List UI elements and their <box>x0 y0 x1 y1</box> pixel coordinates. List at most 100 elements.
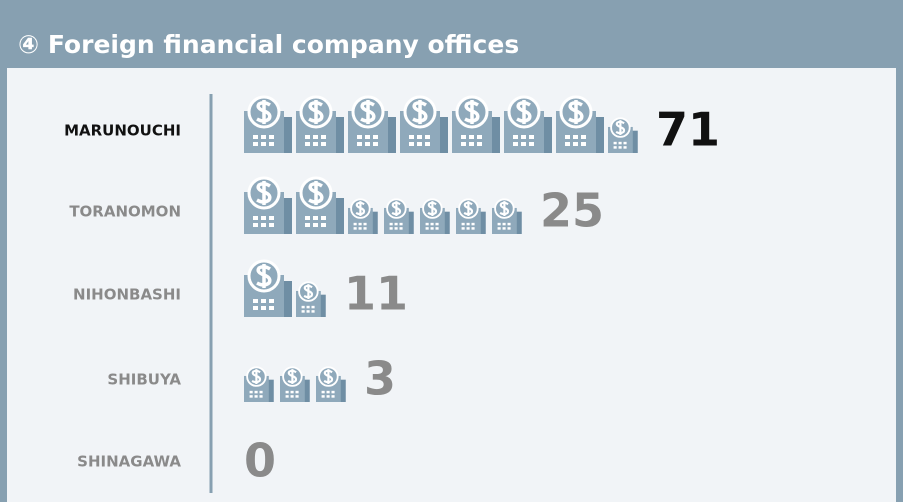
icon-side <box>282 281 292 317</box>
icon-window <box>261 216 266 220</box>
icon-window <box>502 222 506 226</box>
icon-side <box>319 294 326 317</box>
icon-window <box>417 142 422 146</box>
icon-window <box>565 142 570 146</box>
icon-window <box>261 142 266 146</box>
icon-dollar <box>516 100 532 124</box>
icon-dollar <box>256 100 272 124</box>
icon-window <box>613 141 617 145</box>
icon-window <box>254 395 258 398</box>
icon-window <box>513 142 518 146</box>
row-label: TORANOMON <box>69 203 181 221</box>
icon-window <box>363 222 367 226</box>
icon-window <box>331 395 335 398</box>
icon-window <box>353 222 357 226</box>
icon-window <box>253 135 258 139</box>
icon-window <box>461 142 466 146</box>
icon-side <box>542 117 552 153</box>
icon-window <box>311 310 315 313</box>
icon-window <box>253 306 258 310</box>
icon-window <box>261 306 266 310</box>
icon-window <box>394 227 398 230</box>
icon-window <box>269 135 274 139</box>
icon-window <box>613 146 617 149</box>
office-icon <box>608 117 638 153</box>
pictogram-row <box>244 259 326 317</box>
icon-window <box>285 390 289 394</box>
icon-window <box>321 395 325 398</box>
icon-window <box>313 223 318 227</box>
icon-dollar <box>499 201 510 217</box>
icon-window <box>389 227 393 230</box>
icon-window <box>471 222 475 226</box>
icon-side <box>282 198 292 234</box>
icon-dollar <box>308 100 324 124</box>
icon-window <box>497 227 501 230</box>
icon-window <box>285 395 289 398</box>
icon-window <box>326 395 330 398</box>
icon-window <box>295 395 299 398</box>
icon-window <box>253 216 258 220</box>
icon-window <box>259 395 263 398</box>
icon-window <box>301 310 305 313</box>
pictogram-row <box>244 95 638 153</box>
icon-side <box>443 211 450 234</box>
icon-window <box>305 216 310 220</box>
icon-window <box>269 306 274 310</box>
icon-window <box>253 223 258 227</box>
pictogram-row <box>244 176 522 234</box>
icon-dollar <box>412 100 428 124</box>
icon-window <box>269 142 274 146</box>
icon-window <box>254 390 258 394</box>
icon-window <box>469 142 474 146</box>
office-icon <box>280 366 310 402</box>
icon-window <box>365 142 370 146</box>
icon-window <box>417 135 422 139</box>
row-label: NIHONBASHI <box>73 286 181 304</box>
office-icon <box>400 95 448 153</box>
icon-window <box>461 227 465 230</box>
icon-window <box>573 135 578 139</box>
icon-window <box>497 222 501 226</box>
icon-window <box>321 142 326 146</box>
value-label: 11 <box>344 267 408 321</box>
office-icon <box>244 95 292 153</box>
icon-window <box>389 222 393 226</box>
row-label: SHINAGAWA <box>77 453 181 471</box>
icon-side <box>438 117 448 153</box>
icon-side <box>407 211 414 234</box>
office-icon <box>244 176 292 234</box>
icon-dollar <box>360 100 376 124</box>
office-icon <box>244 366 274 402</box>
icon-side <box>339 379 346 402</box>
icon-window <box>290 395 294 398</box>
icon-side <box>479 211 486 234</box>
icon-window <box>311 305 315 309</box>
icon-window <box>461 135 466 139</box>
icon-dollar <box>355 201 366 217</box>
icon-window <box>507 227 511 230</box>
icon-window <box>305 223 310 227</box>
icon-window <box>249 390 253 394</box>
icon-dollar <box>568 100 584 124</box>
icon-window <box>331 390 335 394</box>
icon-window <box>373 142 378 146</box>
title: ④ Foreign financial company offices <box>18 30 519 59</box>
icon-dollar <box>308 181 324 205</box>
icon-side <box>282 117 292 153</box>
icon-window <box>321 216 326 220</box>
icon-window <box>507 222 511 226</box>
office-icon <box>556 95 604 153</box>
icon-window <box>581 142 586 146</box>
icon-window <box>313 142 318 146</box>
icon-side <box>334 117 344 153</box>
office-icon <box>348 95 396 153</box>
icon-window <box>430 222 434 226</box>
icon-dollar <box>256 181 272 205</box>
icon-window <box>623 146 627 149</box>
icon-dollar <box>463 201 474 217</box>
icon-window <box>425 227 429 230</box>
icon-window <box>623 141 627 145</box>
icon-window <box>425 142 430 146</box>
icon-window <box>521 142 526 146</box>
